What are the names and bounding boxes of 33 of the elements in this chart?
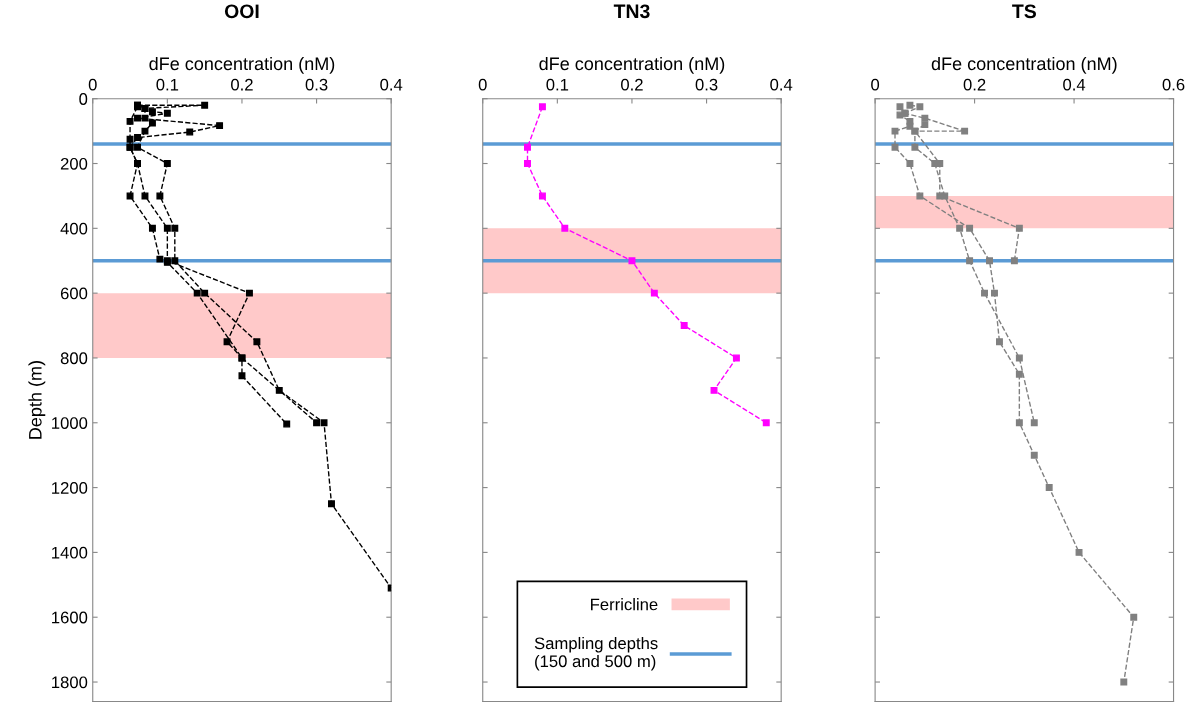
y-tick-label: 1400 xyxy=(52,546,88,559)
x-tick-label: 0.2 xyxy=(231,78,253,91)
x-tick-label: 0 xyxy=(871,78,880,91)
y-tick-label: 800 xyxy=(60,352,88,365)
x-tick-label: 0 xyxy=(88,78,97,91)
x-tick-label: 0.4 xyxy=(770,78,793,91)
y-tick-label: 600 xyxy=(60,287,88,300)
x-tick-label: 0 xyxy=(478,78,487,91)
chart-title: OOI xyxy=(224,4,259,19)
x-axis-title: dFe concentration (nM) xyxy=(149,56,335,74)
x-tick-label: 0.1 xyxy=(156,78,179,91)
y-tick-label: 0 xyxy=(79,93,88,105)
y-tick-label: 1600 xyxy=(52,611,88,624)
x-tick-label: 0.2 xyxy=(963,78,986,91)
x-tick-label: 0.1 xyxy=(546,78,569,91)
y-axis-title: Depth (m) xyxy=(28,361,46,439)
x-tick-label: 0.3 xyxy=(695,78,718,91)
chart-title: TN3 xyxy=(613,4,650,19)
y-tick-label: 400 xyxy=(60,222,88,235)
legend-label: Ferricline xyxy=(591,598,658,611)
y-tick-label: 1800 xyxy=(52,676,88,689)
y-tick-label: 200 xyxy=(60,157,88,170)
x-axis-title: dFe concentration (nM) xyxy=(931,56,1117,74)
x-tick-label: 0.3 xyxy=(305,78,328,91)
x-tick-label: 0.6 xyxy=(1162,78,1185,91)
x-tick-label: 0.4 xyxy=(1063,78,1086,91)
x-tick-label: 0.4 xyxy=(380,78,403,91)
y-tick-label: 1200 xyxy=(52,481,88,494)
legend-label: Sampling depths (150 and 500 m) xyxy=(534,636,658,671)
x-axis-title: dFe concentration (nM) xyxy=(539,56,725,74)
x-tick-label: 0.2 xyxy=(621,78,643,91)
y-tick-label: 1000 xyxy=(52,417,88,429)
chart-title: TS xyxy=(1012,4,1036,19)
